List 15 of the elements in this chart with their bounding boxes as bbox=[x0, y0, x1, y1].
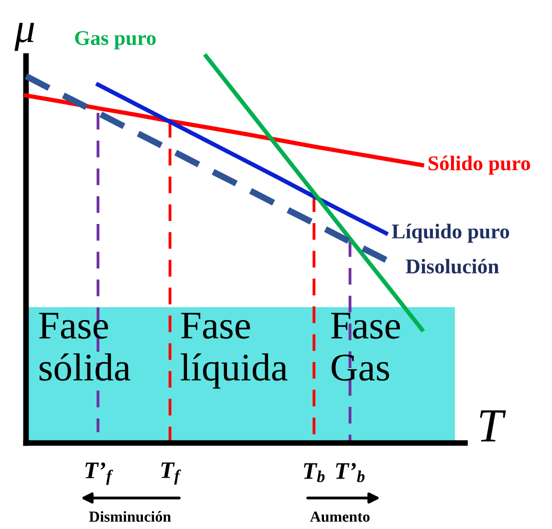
series-label: Sólido puro bbox=[428, 156, 530, 175]
series-label: Disolución bbox=[406, 258, 499, 274]
y-axis-title: μ bbox=[14, 22, 34, 51]
series-label: Líquido puro bbox=[392, 224, 510, 243]
annotation: Fase Gas bbox=[331, 312, 400, 381]
x-tick-label: T’$_{f}$ bbox=[85, 462, 114, 485]
text: Aumento bbox=[310, 512, 370, 522]
x-tick-label: T$_{b}$ bbox=[304, 463, 325, 482]
x-tick-label: T$_{f}$ bbox=[161, 462, 182, 485]
x-axis-title: T bbox=[480, 410, 506, 442]
text: Gas puro bbox=[75, 31, 156, 50]
annotation: Fase sólida bbox=[39, 312, 130, 381]
annotation: Fase líquida bbox=[180, 312, 288, 389]
text: Disminución bbox=[89, 511, 171, 522]
x-tick-label: T’$_{b}$ bbox=[336, 463, 365, 482]
